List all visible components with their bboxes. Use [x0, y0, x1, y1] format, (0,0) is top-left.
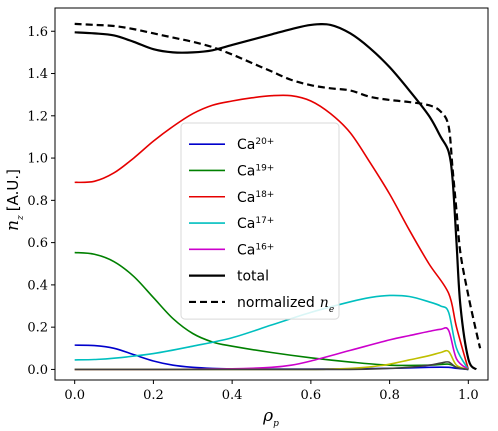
y-tick-label: 0.8 [27, 194, 48, 209]
legend-entry: normalized ne [237, 295, 334, 315]
x-tick-label: 0.8 [379, 388, 400, 403]
y-tick-label: 0.4 [27, 278, 48, 293]
series-lines [74, 22, 482, 371]
y-tick-label: 0.0 [27, 363, 48, 378]
series-line-3 [74, 294, 470, 370]
x-axis-label-sub: p [273, 419, 279, 429]
series-line-8 [74, 22, 482, 349]
legend: Ca20+ Ca19+ Ca18+ Ca17+ Ca16+ total normalized… [180, 122, 340, 320]
x-tick-label: 0.6 [301, 388, 322, 403]
legend-entry: Ca17+ [237, 216, 274, 232]
legend-entry: total [237, 269, 269, 285]
plot-frame [54, 7, 489, 381]
x-tick-label: 0.4 [222, 388, 243, 403]
y-axis-label-main: n [3, 220, 23, 231]
y-tick-label: 1.0 [27, 152, 48, 167]
series-line-2 [74, 94, 470, 370]
axis-ticks: 0.0 0.2 0.4 0.6 0.8 1.0 0.0 0.2 0.4 0.6 0.8 1.0 1.2 1… [27, 25, 478, 403]
y-tick-label: 0.6 [27, 236, 48, 251]
y-tick-label: 1.4 [27, 67, 48, 82]
y-axis-label-sub: z [16, 215, 26, 221]
y-axis-label: nz [A.U.] [3, 169, 26, 231]
legend-frame [180, 122, 340, 320]
series-line-6 [74, 361, 469, 371]
x-tick-label: 1.0 [458, 388, 479, 403]
series-line-4 [74, 326, 469, 371]
x-tick-label: 0.0 [64, 388, 85, 403]
series-line-1 [74, 251, 469, 371]
svg-text:ρp: ρp [262, 406, 279, 429]
y-tick-label: 1.2 [27, 109, 48, 124]
legend-entry: Ca18+ [237, 190, 274, 206]
legend-entry: Ca19+ [237, 163, 274, 179]
y-axis-label-unit: [A.U.] [4, 169, 22, 211]
x-axis-label: ρp [262, 406, 279, 429]
x-tick-label: 0.2 [143, 388, 164, 403]
y-tick-label: 0.2 [27, 321, 48, 336]
legend-entry: Ca16+ [237, 242, 274, 258]
svg-text:nz[A.U.]: nz [A.U.] [3, 169, 26, 231]
legend-entry: Ca20+ [237, 137, 274, 153]
x-axis-label-main: ρ [262, 406, 273, 426]
y-tick-label: 1.6 [27, 25, 48, 40]
